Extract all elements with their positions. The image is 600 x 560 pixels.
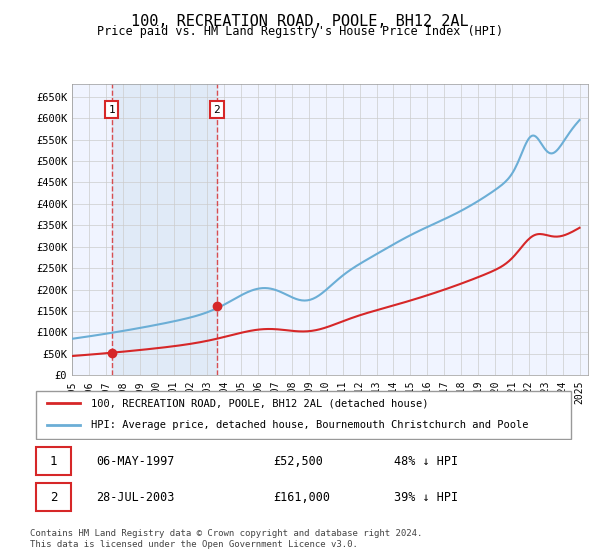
Text: HPI: Average price, detached house, Bournemouth Christchurch and Poole: HPI: Average price, detached house, Bour…	[91, 421, 528, 431]
Text: Contains HM Land Registry data © Crown copyright and database right 2024.
This d: Contains HM Land Registry data © Crown c…	[30, 529, 422, 549]
Text: 100, RECREATION ROAD, POOLE, BH12 2AL: 100, RECREATION ROAD, POOLE, BH12 2AL	[131, 14, 469, 29]
Text: 100, RECREATION ROAD, POOLE, BH12 2AL (detached house): 100, RECREATION ROAD, POOLE, BH12 2AL (d…	[91, 398, 428, 408]
FancyBboxPatch shape	[35, 391, 571, 438]
Text: 28-JUL-2003: 28-JUL-2003	[96, 491, 175, 504]
Text: 06-MAY-1997: 06-MAY-1997	[96, 455, 175, 468]
Text: 1: 1	[109, 105, 115, 115]
FancyBboxPatch shape	[35, 483, 71, 511]
Text: £52,500: £52,500	[273, 455, 323, 468]
FancyBboxPatch shape	[35, 447, 71, 475]
Text: Price paid vs. HM Land Registry's House Price Index (HPI): Price paid vs. HM Land Registry's House …	[97, 25, 503, 38]
Text: 2: 2	[50, 491, 58, 504]
Bar	[112, 84, 217, 375]
Text: 1: 1	[50, 455, 58, 468]
Text: 2: 2	[214, 105, 220, 115]
Text: 48% ↓ HPI: 48% ↓ HPI	[394, 455, 458, 468]
Text: £161,000: £161,000	[273, 491, 330, 504]
Text: 39% ↓ HPI: 39% ↓ HPI	[394, 491, 458, 504]
